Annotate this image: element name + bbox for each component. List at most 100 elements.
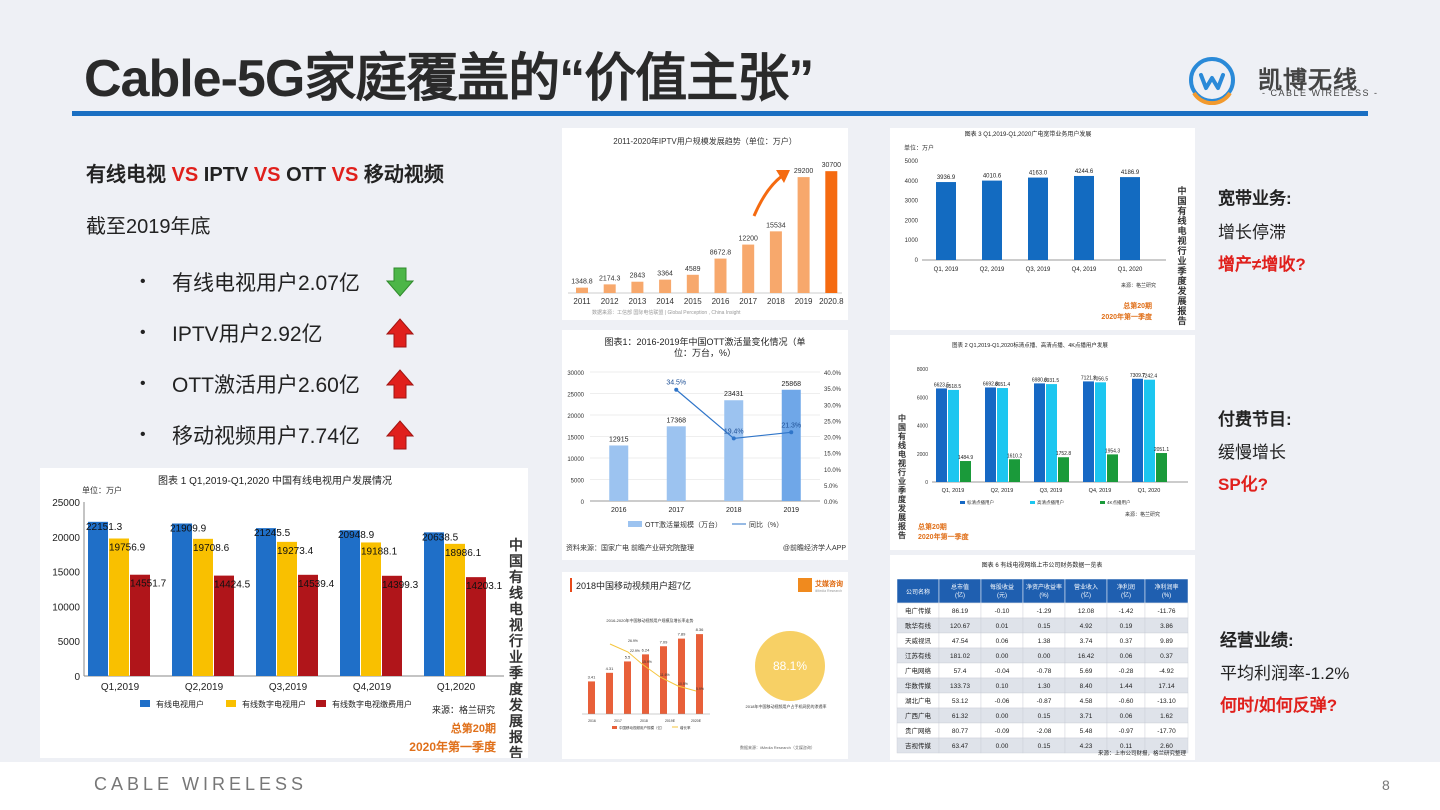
header-label: 总市值 <box>951 583 969 591</box>
page-number: 8 <box>1382 777 1390 793</box>
cell-value: 0.00 <box>996 743 1009 750</box>
growth-line <box>609 643 697 692</box>
broadband-label: 宽带业务: <box>1218 189 1292 208</box>
cell-value: 3.74 <box>1080 638 1093 645</box>
bar-data-label: 1610.2 <box>1007 453 1023 459</box>
x-tick-label: 2019 <box>795 297 813 306</box>
bar-data-label: 2174.3 <box>599 275 621 282</box>
cell-value: 133.73 <box>950 683 970 690</box>
table-cell <box>1144 737 1189 754</box>
bar <box>1107 454 1118 482</box>
x-tick-label: 2016 <box>712 297 730 306</box>
bar <box>109 538 129 676</box>
side-title-char: 业 <box>1177 255 1186 266</box>
bar <box>424 532 444 676</box>
y-tick-label: 25000 <box>567 393 584 399</box>
side-title-char: 展 <box>509 713 523 729</box>
bar <box>982 180 1002 260</box>
bar <box>382 575 402 676</box>
header-cell <box>896 578 940 604</box>
bar <box>960 461 971 482</box>
source-label: 来源：格兰研究 <box>1125 511 1160 518</box>
side-title-char: 展 <box>1177 296 1186 306</box>
cell-value: 181.02 <box>950 653 970 660</box>
cell-value: 广电网络 <box>905 666 932 675</box>
legend-swatch <box>612 726 617 729</box>
y-tick-label: 1000 <box>905 238 919 244</box>
cell-value: -0.09 <box>995 728 1010 735</box>
bar-data-label: 8.36 <box>696 627 705 632</box>
chart-title: 图表 3 Q1,2019-Q1,2020广电宽带业务用户发展 <box>965 130 1092 138</box>
bullet-list: • 有线电视用户2.07亿 • IPTV用户2.92亿 • OTT激活用户2.6… <box>140 256 414 460</box>
header-label: 每股收益 <box>990 583 1014 591</box>
side-title-char: 发 <box>897 503 907 513</box>
side-title-char: 行 <box>1176 245 1186 256</box>
header-cell <box>1022 578 1066 604</box>
cell-value: 天威视讯 <box>905 636 932 645</box>
bar-data-label: 18986.1 <box>445 548 482 559</box>
line-data-label: 22.9% <box>630 649 640 653</box>
iptv-users-chart-card: 2011-2020年IPTV用户规模发展趋势（单位：万户） 1348.8 2011 2… <box>562 128 848 320</box>
section-heading: 有线电视 VS IPTV VS OTT VS 移动视频 <box>86 158 444 187</box>
cell-value: 53.12 <box>952 698 969 705</box>
y-tick-label: 0 <box>915 258 919 264</box>
line-data-label: 10.5% <box>678 682 688 686</box>
x-tick-label: Q4, 2019 <box>1072 267 1097 273</box>
ott-activation-chart: 图表1：2016-2019年中国OTT激活量变化情况（单位：万台，%） 30000… <box>566 336 846 552</box>
bar <box>130 574 150 676</box>
cell-value: 3.71 <box>1080 713 1093 720</box>
line-point <box>789 430 794 435</box>
bar-data-label: 7.89 <box>678 632 687 637</box>
bullet-dot-icon: • <box>140 323 146 341</box>
legend-swatch <box>1030 501 1035 504</box>
bar <box>1009 459 1020 482</box>
heading-part-mobile: 移动视频 <box>358 164 444 186</box>
bar <box>298 574 318 676</box>
bar <box>948 389 959 482</box>
biz-desc: 平均利润率-1.2% <box>1220 664 1350 683</box>
bar-data-label: 4186.9 <box>1121 170 1140 176</box>
side-title-char: 季 <box>1176 265 1187 276</box>
side-title-char: 报 <box>898 521 906 531</box>
bar <box>1095 382 1106 482</box>
side-title-char: 行 <box>897 467 906 477</box>
bar-data-label: 7242.4 <box>1142 374 1158 380</box>
bar <box>660 646 667 714</box>
bar-data-label: 15534 <box>766 222 786 229</box>
header-label: 净利润率 <box>1154 583 1178 591</box>
x-tick-label: Q1, 2020 <box>1138 488 1161 494</box>
header-label: 营业收入 <box>1074 583 1098 591</box>
bar-data-label: 12200 <box>738 236 758 243</box>
header-cell <box>1144 578 1189 604</box>
cell-value: 17.14 <box>1158 683 1175 690</box>
bar <box>445 543 465 676</box>
brand-sub: iiMedia Research <box>815 589 842 593</box>
x-tick-label: Q1, 2020 <box>1118 267 1143 273</box>
x-tick-label: 2019E <box>665 719 676 723</box>
line-data-label: 19.4% <box>724 428 744 435</box>
side-title-char: 行 <box>508 633 523 649</box>
x-tick-label: 2012 <box>601 297 619 306</box>
legend-label: 高清点播用户 <box>1037 499 1064 506</box>
y-tick-label: 0 <box>74 672 80 683</box>
donut-caption: 2018年中国移动视频用户占手机网民的渗透率 <box>746 703 827 709</box>
page-title: Cable-5G家庭覆盖的“价值主张” <box>84 50 814 108</box>
legend-label: OTT激活量规模（万台） <box>645 520 722 529</box>
badge-quarter: 2020年第一季度 <box>918 532 970 541</box>
bar <box>825 171 838 293</box>
heading-vs: VS <box>253 164 281 186</box>
bullet-dot-icon: • <box>140 374 146 392</box>
y-tick-label: 15000 <box>567 436 584 442</box>
header-label: 净利润 <box>1117 583 1135 591</box>
y-tick-label: 2000 <box>905 218 919 224</box>
cable-wireless-logo <box>1189 57 1235 105</box>
bar <box>1083 381 1094 482</box>
x-tick-label: 2015 <box>684 297 702 306</box>
up-arrow-icon <box>386 317 414 347</box>
brand-name: 艾媒咨询 <box>815 579 843 588</box>
bullet-item: • IPTV用户2.92亿 <box>140 307 414 358</box>
header-cell <box>1106 578 1146 604</box>
bar <box>696 634 703 714</box>
bar-data-label: 19756.9 <box>109 542 146 553</box>
cell-value: 0.11 <box>1120 743 1133 750</box>
